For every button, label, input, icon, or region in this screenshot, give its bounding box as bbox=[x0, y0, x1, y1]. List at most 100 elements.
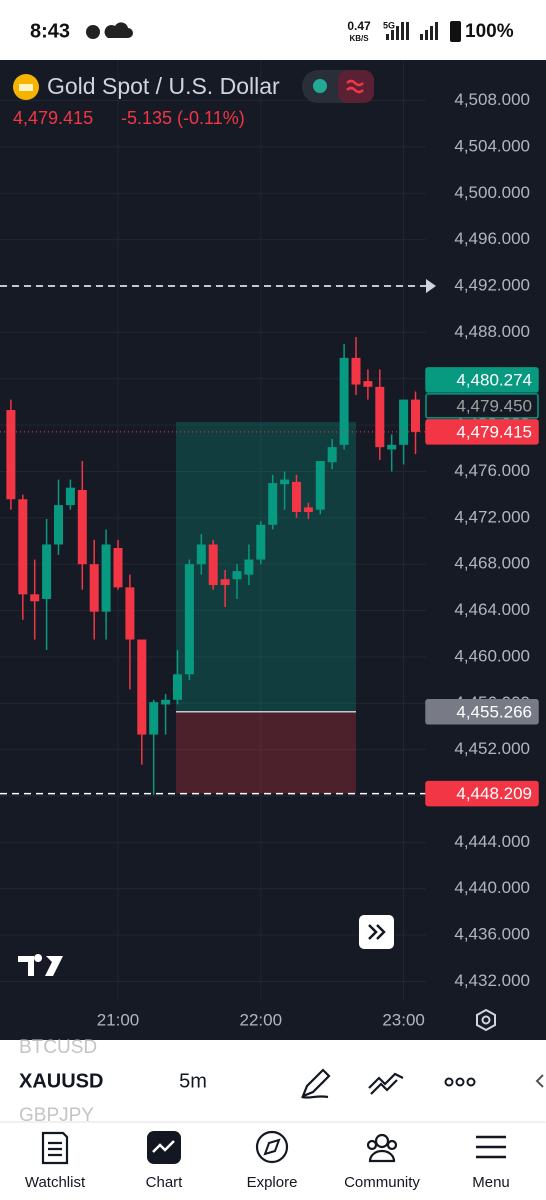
symbol-name: Gold Spot / U.S. Dollar bbox=[47, 73, 280, 99]
drawing-tool-button[interactable] bbox=[301, 1068, 331, 1099]
price-tag-label: 4,448.209 bbox=[456, 784, 532, 803]
candle-body bbox=[77, 490, 87, 565]
settings-icon bbox=[481, 1015, 491, 1025]
nav-icon bbox=[255, 1130, 289, 1164]
symbol[interactable]: XAUUSD bbox=[19, 1070, 103, 1092]
y-tick-label: 4,460.000 bbox=[454, 646, 530, 665]
settings-button[interactable] bbox=[476, 1008, 496, 1032]
y-tick-label: 4,476.000 bbox=[454, 461, 530, 480]
candle-body bbox=[351, 357, 361, 385]
nav-label[interactable]: Community bbox=[344, 1174, 420, 1191]
y-tick-label: 4,488.000 bbox=[454, 322, 530, 341]
nav-icon bbox=[263, 1138, 281, 1156]
net-speed-unit: KB/S bbox=[349, 34, 369, 43]
next-symbol[interactable]: GBPJPY bbox=[19, 1105, 94, 1126]
nav-label[interactable]: Chart bbox=[146, 1174, 184, 1191]
candle-body bbox=[292, 481, 301, 513]
candle-body bbox=[113, 547, 123, 588]
y-tick-label: 4,452.000 bbox=[454, 739, 530, 758]
candle-body bbox=[268, 483, 278, 525]
candle-body bbox=[18, 499, 28, 595]
y-tick-label: 4,440.000 bbox=[454, 878, 530, 897]
indicators-button[interactable] bbox=[368, 1072, 404, 1095]
candle-body bbox=[184, 564, 194, 675]
candle-body bbox=[173, 674, 182, 700]
status-icon bbox=[86, 25, 100, 39]
loss-zone bbox=[176, 711, 356, 794]
candles bbox=[6, 337, 420, 795]
nav-icon bbox=[476, 1135, 506, 1159]
scroll-icon bbox=[368, 924, 386, 940]
candle-body bbox=[327, 447, 337, 463]
candle-body bbox=[196, 544, 206, 565]
y-tick-label: 4,492.000 bbox=[454, 276, 530, 295]
last-price: 4,479.415 bbox=[13, 108, 93, 128]
candle-body bbox=[125, 587, 135, 640]
candle-body bbox=[65, 487, 75, 506]
candle-body bbox=[411, 399, 420, 432]
price-tag-label: 4,480.274 bbox=[456, 370, 532, 389]
collapse-button[interactable] bbox=[535, 1074, 544, 1088]
price-tag-label: 4,479.415 bbox=[456, 422, 532, 441]
nav-icon bbox=[41, 1131, 69, 1165]
battery-level: 100% bbox=[465, 21, 514, 42]
network-type: 5G bbox=[383, 20, 395, 30]
candle-body bbox=[220, 579, 230, 586]
symbol-icon-bar bbox=[19, 84, 33, 91]
price-tag bbox=[425, 419, 539, 445]
candle-body bbox=[42, 544, 52, 599]
clock: 8:43 bbox=[30, 20, 70, 42]
y-tick-label: 4,432.000 bbox=[454, 971, 530, 990]
candle-body bbox=[256, 524, 266, 560]
price-tag bbox=[425, 780, 539, 807]
candle-body bbox=[6, 410, 16, 500]
candle-body bbox=[30, 594, 40, 602]
price-change: -5.135 (-0.11%) bbox=[121, 108, 245, 128]
toggle-icon bbox=[346, 79, 364, 94]
y-tick-label: 4,496.000 bbox=[454, 229, 530, 248]
candle-body bbox=[280, 479, 290, 485]
toolbar bbox=[0, 1040, 546, 1122]
price-tags: 4,448.209 4,455.266 4,479.415 4,479.450 4,48… bbox=[425, 367, 539, 807]
profit-zone bbox=[176, 421, 356, 712]
price-tag bbox=[425, 367, 539, 393]
candle-body bbox=[54, 505, 63, 545]
y-tick-label: 4,464.000 bbox=[454, 600, 530, 619]
position-tool bbox=[176, 421, 356, 794]
price-tag-label: 4,455.266 bbox=[456, 702, 532, 721]
candle-body bbox=[208, 544, 218, 586]
y-tick-label: 4,504.000 bbox=[454, 136, 530, 155]
nav-label[interactable]: Menu bbox=[472, 1174, 510, 1191]
y-tick-label: 4,508.000 bbox=[454, 90, 530, 109]
prev-symbol[interactable]: BTCUSD bbox=[19, 1037, 97, 1058]
candle-body bbox=[363, 381, 373, 387]
tradingview-logo bbox=[18, 954, 63, 976]
signal-icon bbox=[386, 22, 438, 40]
candle-body bbox=[101, 544, 111, 612]
toggle-active[interactable] bbox=[338, 70, 374, 103]
battery-icon bbox=[450, 21, 461, 42]
interval[interactable]: 5m bbox=[179, 1070, 207, 1092]
candle-body bbox=[303, 507, 313, 513]
price-tag-label: 4,479.450 bbox=[456, 396, 532, 415]
toggle-dot bbox=[313, 79, 327, 93]
nav-label[interactable]: Explore bbox=[247, 1174, 298, 1191]
y-tick-label: 4,472.000 bbox=[454, 507, 530, 526]
candle-body bbox=[149, 702, 159, 735]
y-tick-label: 4,468.000 bbox=[454, 554, 530, 573]
candle-body bbox=[375, 386, 385, 448]
nav-label[interactable]: Watchlist bbox=[25, 1174, 86, 1191]
status-icon bbox=[104, 22, 133, 38]
x-tick-label: 21:00 bbox=[97, 1010, 140, 1029]
price-tag bbox=[425, 699, 539, 725]
candle-body bbox=[339, 357, 349, 445]
line-handle bbox=[426, 279, 436, 294]
candle-body bbox=[232, 571, 242, 580]
candle-body bbox=[89, 564, 99, 612]
more-button[interactable] bbox=[444, 1077, 476, 1087]
time-axis: 21:00 22:00 23:00 bbox=[97, 1010, 425, 1029]
y-tick-label: 4,500.000 bbox=[454, 183, 530, 202]
candle-body bbox=[315, 461, 325, 510]
